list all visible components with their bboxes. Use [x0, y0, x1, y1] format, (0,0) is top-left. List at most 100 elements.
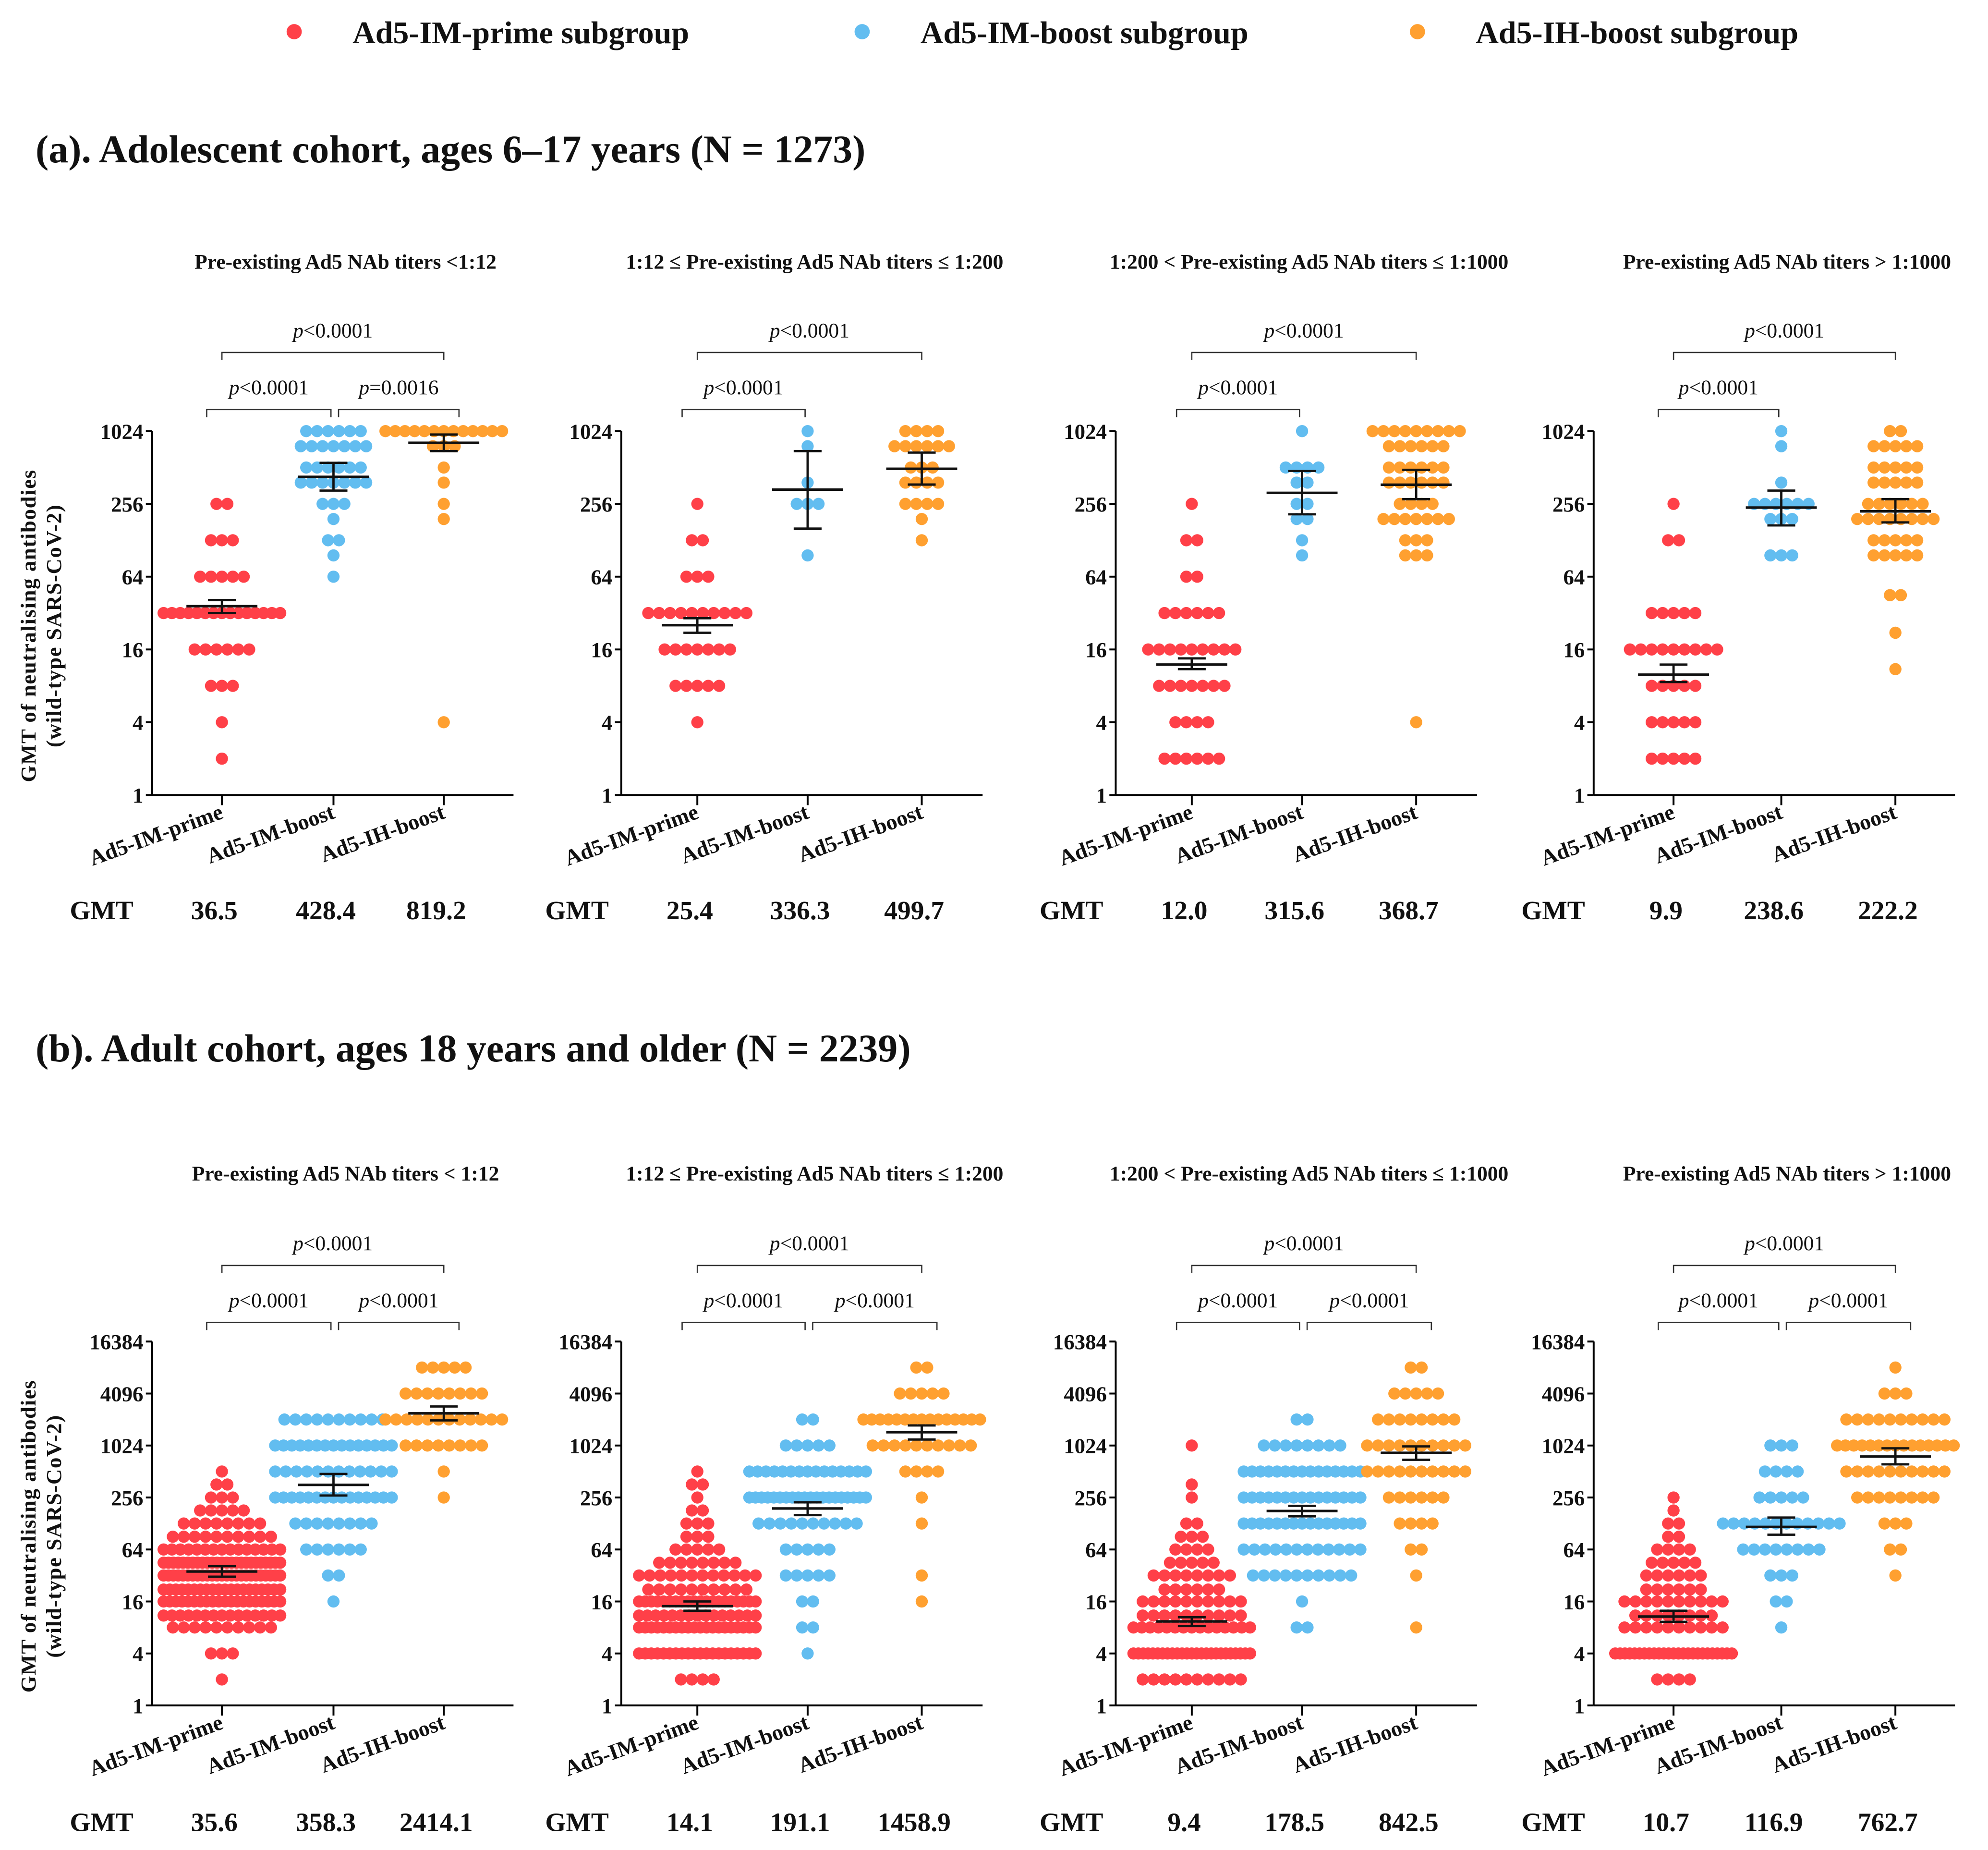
- data-point: [932, 498, 945, 510]
- data-point: [1334, 1569, 1346, 1582]
- data-point: [216, 716, 228, 729]
- x-tick-label: Ad5-IH-boost: [795, 799, 926, 867]
- data-point: [1900, 1517, 1913, 1530]
- data-point: [1191, 1517, 1203, 1530]
- data-point: [696, 607, 709, 620]
- data-point: [1207, 680, 1220, 692]
- data-point: [749, 1647, 762, 1660]
- data-point: [1290, 1413, 1303, 1426]
- data-point: [311, 1413, 324, 1426]
- data-point: [793, 1465, 806, 1478]
- data-point: [257, 1543, 270, 1556]
- data-point: [686, 1557, 698, 1569]
- data-point: [1916, 512, 1929, 525]
- data-point: [1894, 425, 1907, 438]
- data-point: [1684, 1621, 1696, 1634]
- data-point: [1191, 1609, 1203, 1622]
- data-point: [1304, 1465, 1317, 1478]
- data-point: [1770, 1465, 1782, 1478]
- significance-bracket: [812, 1322, 938, 1330]
- data-point: [1689, 716, 1702, 729]
- data-point: [857, 1413, 870, 1426]
- data-point: [691, 498, 703, 510]
- data-point: [386, 1465, 398, 1478]
- data-point: [1346, 1517, 1358, 1530]
- data-point: [1748, 1543, 1760, 1556]
- data-point: [1894, 589, 1907, 601]
- data-point: [343, 425, 356, 438]
- data-point: [457, 425, 470, 438]
- data-point: [1437, 1465, 1450, 1478]
- data-point: [216, 1543, 228, 1556]
- data-point: [1437, 476, 1450, 489]
- data-point: [1196, 680, 1209, 692]
- y-tick-label: 1024: [100, 419, 144, 443]
- data-point: [1153, 680, 1165, 692]
- data-point: [177, 1517, 190, 1530]
- data-point: [1224, 1609, 1236, 1622]
- data-point: [680, 1543, 693, 1556]
- data-point: [1864, 1439, 1877, 1452]
- panel-title: 1:12 ≤ Pre-existing Ad5 NAb titers ≤ 1:2…: [626, 1162, 1003, 1185]
- data-point: [1775, 549, 1788, 562]
- data-point: [1689, 643, 1702, 656]
- data-point: [932, 1439, 945, 1452]
- data-point: [882, 1413, 895, 1426]
- y-tick-label: 4: [602, 711, 612, 735]
- data-point: [302, 1439, 315, 1452]
- data-point: [1900, 461, 1913, 474]
- data-point: [1651, 1543, 1663, 1556]
- data-point: [1279, 1465, 1292, 1478]
- x-tick-label: Ad5-IM-boost: [677, 799, 812, 868]
- data-point: [860, 1491, 873, 1504]
- data-point: [1207, 643, 1220, 656]
- data-point: [421, 1387, 434, 1400]
- y-tick-label: 16384: [89, 1330, 143, 1354]
- y-tick-label: 64: [1085, 1538, 1107, 1562]
- data-point: [1191, 1583, 1203, 1596]
- data-point: [1667, 607, 1680, 620]
- p-value-label: p<0.0001: [768, 1232, 849, 1255]
- data-point: [899, 440, 912, 452]
- y-tick-label: 4: [133, 711, 143, 735]
- gmt-value: 12.0: [1161, 896, 1208, 925]
- data-point: [386, 1439, 398, 1452]
- data-point: [1775, 1439, 1788, 1452]
- data-point: [1158, 607, 1171, 620]
- data-point: [1158, 1583, 1171, 1596]
- data-point: [294, 1491, 306, 1504]
- data-point: [1312, 1517, 1325, 1530]
- gmt-value: 2414.1: [400, 1807, 473, 1837]
- data-point: [633, 1609, 645, 1622]
- data-point: [1421, 549, 1433, 562]
- p-value-label: p<0.0001: [291, 319, 373, 342]
- data-point: [1684, 1569, 1696, 1582]
- data-point: [1202, 1621, 1215, 1634]
- data-point: [300, 1543, 313, 1556]
- data-point: [1196, 643, 1209, 656]
- gmt-label: GMT: [1040, 1807, 1103, 1837]
- data-point: [390, 1413, 402, 1426]
- data-point: [177, 1530, 190, 1543]
- data-point: [221, 1621, 234, 1634]
- gmt-label: GMT: [1040, 896, 1103, 925]
- data-point: [910, 1465, 922, 1478]
- x-tick-label: Ad5-IM-boost: [203, 1710, 338, 1779]
- data-point: [1186, 1478, 1198, 1491]
- data-point: [1889, 1361, 1902, 1374]
- data-point: [1137, 1673, 1149, 1686]
- data-point: [1884, 1543, 1896, 1556]
- data-point: [691, 1543, 703, 1556]
- data-point: [360, 476, 373, 489]
- data-point: [1405, 498, 1417, 510]
- data-point: [311, 1465, 324, 1478]
- data-point: [1301, 1569, 1314, 1582]
- data-point: [338, 440, 351, 452]
- data-point: [1235, 1673, 1247, 1686]
- data-point: [1635, 643, 1647, 656]
- x-tick-label: Ad5-IM-boost: [1172, 799, 1307, 868]
- data-point: [224, 1609, 237, 1622]
- data-point: [277, 1491, 290, 1504]
- data-point: [1280, 1543, 1293, 1556]
